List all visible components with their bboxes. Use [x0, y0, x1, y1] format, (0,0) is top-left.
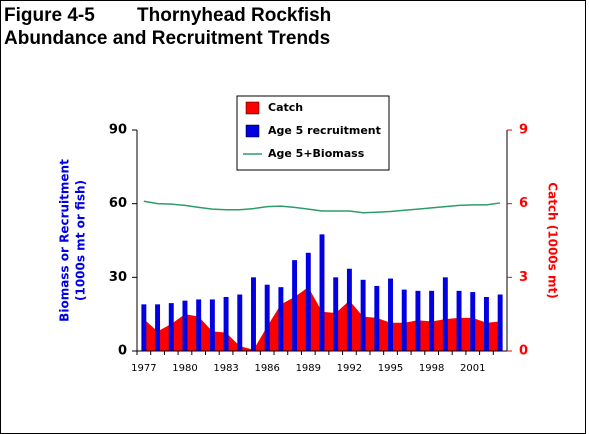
- legend-label: Age 5 recruitment: [268, 124, 381, 137]
- x-tick-label: 1986: [254, 363, 279, 374]
- bar: [141, 304, 147, 351]
- x-tick-label: 2001: [460, 363, 485, 374]
- legend-swatch: [245, 101, 260, 115]
- y-tick-label: 30: [109, 270, 127, 285]
- bar: [360, 279, 366, 351]
- bar: [483, 296, 489, 351]
- x-tick-label: 1983: [213, 363, 238, 374]
- bar: [305, 252, 311, 351]
- bar: [470, 292, 476, 351]
- bar: [442, 277, 448, 351]
- bar: [319, 234, 325, 351]
- bar: [237, 294, 243, 351]
- legend-box: [236, 95, 390, 171]
- x-tick-label: 1977: [131, 363, 156, 374]
- x-tick-label: 1992: [337, 363, 362, 374]
- bar: [196, 299, 202, 351]
- bar: [223, 296, 229, 351]
- chart-title: Abundance and Recruitment Trends: [4, 28, 330, 49]
- bar: [415, 290, 421, 351]
- legend-swatch: [245, 124, 260, 138]
- bar: [168, 303, 174, 351]
- bar: [429, 290, 435, 351]
- legend-label: Catch: [268, 101, 303, 114]
- y-tick-label: 90: [109, 123, 127, 138]
- bar: [456, 290, 462, 351]
- y2-tick-label: 9: [519, 123, 528, 138]
- y-tick-label: 60: [109, 196, 127, 211]
- bar: [209, 299, 215, 351]
- y-axis-label: Biomass or Recruitment: [58, 159, 72, 322]
- bar: [374, 285, 380, 351]
- bar: [388, 278, 393, 351]
- bar: [264, 284, 270, 351]
- x-tick-label: 1998: [419, 363, 444, 374]
- bar: [251, 277, 256, 351]
- biomass-line: [143, 200, 501, 214]
- legend-label: Age 5+Biomass: [268, 147, 365, 160]
- bar: [155, 304, 161, 351]
- bar: [346, 268, 352, 351]
- bar: [182, 300, 188, 351]
- chart-title: Figure 4-5 Thornyhead Rockfish: [4, 5, 331, 26]
- y-tick-label: 0: [118, 344, 127, 359]
- bar: [333, 277, 339, 351]
- y-axis-label: (1000s mt or fish): [74, 180, 88, 301]
- x-tick-label: 1995: [378, 363, 403, 374]
- bar: [278, 287, 284, 351]
- y2-tick-label: 0: [519, 344, 528, 359]
- x-tick-label: 1989: [296, 363, 321, 374]
- bar: [401, 289, 407, 351]
- bar: [292, 260, 298, 351]
- bar: [497, 294, 503, 351]
- y2-tick-label: 3: [519, 270, 528, 285]
- y2-tick-label: 6: [519, 196, 528, 211]
- x-tick-label: 1980: [172, 363, 197, 374]
- y2-axis-label: Catch (1000s mt): [546, 182, 560, 298]
